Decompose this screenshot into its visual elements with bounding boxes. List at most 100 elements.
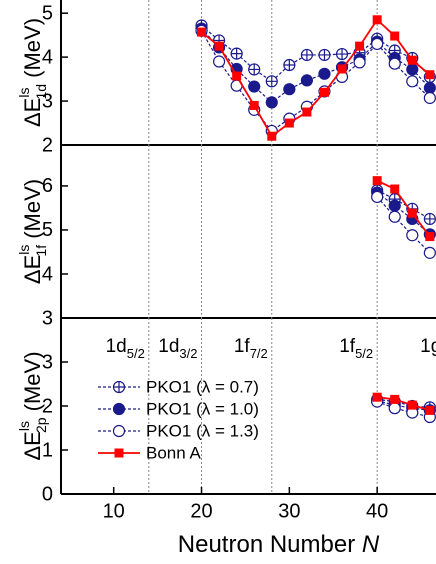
marker <box>372 15 382 25</box>
x-axis-label: Neutron Number N <box>178 531 380 558</box>
marker <box>371 190 384 204</box>
marker <box>249 100 259 110</box>
y-tick-label: 1 <box>42 439 53 461</box>
marker <box>318 67 331 80</box>
y-label-main: ΔE <box>20 98 45 127</box>
marker <box>112 380 126 394</box>
shell-label-main: 1f <box>339 336 356 357</box>
marker <box>390 184 400 194</box>
y-tick-label: 2 <box>42 395 53 417</box>
x-tick-label: 30 <box>278 500 300 522</box>
x-tick-label: 10 <box>103 500 125 522</box>
marker <box>319 87 329 97</box>
marker <box>335 48 349 61</box>
y-tick-label: 4 <box>42 46 53 68</box>
series-line <box>376 189 431 220</box>
marker <box>388 199 401 212</box>
series-line <box>377 398 430 408</box>
y-label-sup: ls <box>16 421 32 431</box>
marker <box>423 81 436 94</box>
marker <box>300 74 314 87</box>
marker <box>425 232 435 242</box>
series-line <box>377 396 431 412</box>
marker <box>302 107 312 117</box>
marker <box>372 392 382 402</box>
y-label-main: ΔE <box>20 255 45 284</box>
y-axis-label: ΔEls2p (MeV) <box>16 351 49 460</box>
marker <box>388 57 401 70</box>
legend-label: PKO1 (λ = 1.3) <box>146 421 259 440</box>
marker <box>300 48 314 61</box>
marker <box>283 83 296 96</box>
y-axis-label: ΔEls1d (MeV) <box>16 18 49 127</box>
marker <box>407 208 417 218</box>
y-tick-label: 4 <box>42 263 53 285</box>
marker <box>114 448 124 458</box>
shell-label-sub: 5/2 <box>355 346 373 361</box>
legend-label: PKO1 (λ = 0.7) <box>146 377 259 396</box>
y-axis-label: ΔEls1f (MeV) <box>16 179 49 284</box>
marker <box>230 47 243 60</box>
legend-label: PKO1 (λ = 1.0) <box>146 399 259 418</box>
series-line <box>376 179 431 238</box>
x-tick-label: 40 <box>366 500 388 522</box>
shell-label: 1f5/2 <box>339 336 373 361</box>
shell-label-main: 1f <box>234 336 251 357</box>
y-tick-label: 5 <box>42 2 53 24</box>
y-tick-label: 0 <box>42 483 53 505</box>
marker <box>212 55 226 68</box>
marker <box>371 37 384 51</box>
marker <box>112 424 126 438</box>
y-label-sub: 1d <box>33 84 49 100</box>
marker <box>355 41 365 51</box>
marker <box>388 402 401 415</box>
marker <box>406 75 419 88</box>
marker <box>425 405 435 415</box>
y-tick-label: 3 <box>42 307 53 329</box>
y-tick-label: 3 <box>42 351 53 373</box>
shell-label-main: 1d <box>158 336 179 357</box>
marker <box>423 212 436 225</box>
y-label-sup: ls <box>16 245 32 255</box>
series-line <box>377 400 430 411</box>
marker <box>390 394 400 404</box>
y-label-unit: (MeV) <box>20 18 45 84</box>
series-line <box>376 401 430 418</box>
y-tick-label: 6 <box>42 175 53 197</box>
shell-label: 1d3/2 <box>158 336 197 361</box>
shell-label-main: 1d <box>106 336 127 357</box>
y-tick-label: 2 <box>42 134 53 156</box>
marker <box>197 27 207 37</box>
shell-label-sub: 3/2 <box>179 346 197 361</box>
shell-label: 1g <box>420 336 436 357</box>
marker <box>283 59 296 72</box>
marker <box>232 71 242 81</box>
marker <box>214 41 224 51</box>
marker <box>337 64 347 74</box>
marker <box>248 80 261 93</box>
marker <box>423 246 436 259</box>
shell-label: 1f7/2 <box>234 336 268 361</box>
y-label-sup: ls <box>16 88 32 98</box>
marker <box>372 176 382 186</box>
marker <box>407 400 417 410</box>
legend-label: Bonn A <box>146 443 201 462</box>
x-label-italic: N <box>362 531 380 558</box>
y-tick-label: 3 <box>42 90 53 112</box>
marker <box>265 75 278 88</box>
marker <box>423 91 436 105</box>
marker <box>353 56 366 69</box>
x-tick-label: 20 <box>190 500 212 522</box>
marker <box>318 48 331 61</box>
shell-label-sub: 7/2 <box>250 346 268 361</box>
marker <box>406 63 419 76</box>
x-label-main: Neutron Number <box>178 531 362 558</box>
y-label-sub: 1f <box>33 245 49 257</box>
marker <box>425 70 435 80</box>
shell-label-sub: 5/2 <box>127 346 145 361</box>
marker <box>248 63 261 76</box>
marker <box>284 118 294 128</box>
marker <box>265 96 278 109</box>
marker <box>388 210 401 223</box>
